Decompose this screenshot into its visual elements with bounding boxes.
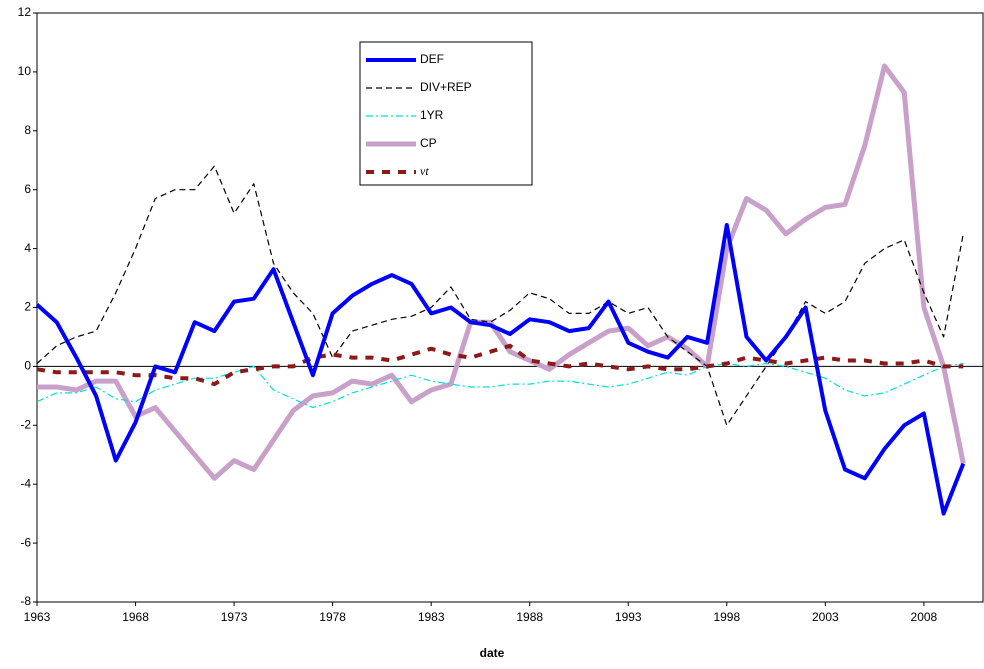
y-tick-label: 2 (24, 300, 31, 314)
legend-label: DEF (420, 52, 444, 66)
x-tick-label: 1973 (221, 610, 248, 624)
y-tick-label: 8 (24, 123, 31, 137)
x-tick-label: 2008 (911, 610, 938, 624)
x-tick-label: 1983 (418, 610, 445, 624)
y-tick-label: 0 (24, 359, 31, 373)
x-tick-label: 1968 (122, 610, 149, 624)
legend-box (359, 41, 533, 186)
x-axis-label: date (480, 646, 505, 660)
x-tick-label: 2003 (812, 610, 839, 624)
y-tick-label: 4 (24, 241, 31, 255)
series-line (35, 223, 966, 516)
y-tick-label: -4 (20, 476, 31, 490)
series-line (36, 165, 964, 426)
y-tick-label: -6 (20, 535, 31, 549)
x-tick-label: 1998 (713, 610, 740, 624)
x-tick-label: 1978 (319, 610, 346, 624)
x-tick-label: 1963 (24, 610, 51, 624)
y-tick-label: 10 (18, 64, 32, 78)
legend-label: 1YR (420, 108, 444, 122)
y-tick-label: -8 (20, 594, 31, 608)
legend-label: DIV+REP (420, 80, 472, 94)
legend-label: νt (420, 164, 429, 178)
x-tick-label: 1993 (615, 610, 642, 624)
y-tick-label: 12 (18, 5, 32, 19)
x-tick-label: 1988 (516, 610, 543, 624)
series-line (37, 63, 966, 481)
legend-label: CP (420, 136, 437, 150)
series-line (36, 362, 964, 409)
y-tick-label: -2 (20, 417, 31, 431)
y-tick-label: 6 (24, 182, 31, 196)
